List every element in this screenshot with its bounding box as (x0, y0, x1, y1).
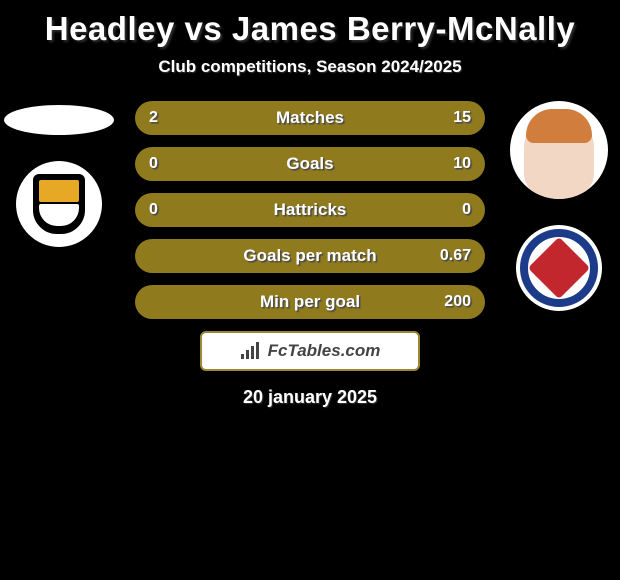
stat-row: Min per goal 200 (135, 285, 485, 319)
stat-row: 0 Hattricks 0 (135, 193, 485, 227)
stat-right-value: 0.67 (440, 247, 471, 265)
stat-label: Hattricks (135, 200, 485, 220)
stat-label: Goals per match (135, 246, 485, 266)
brand-badge[interactable]: FcTables.com (200, 331, 420, 371)
stat-right-value: 15 (453, 109, 471, 127)
stats-bars: 2 Matches 15 0 Goals 10 0 Hattricks 0 Go… (135, 101, 485, 319)
chesterfield-badge-icon (520, 229, 598, 307)
stat-right-value: 200 (444, 293, 471, 311)
stat-label: Goals (135, 154, 485, 174)
stat-row: 0 Goals 10 (135, 147, 485, 181)
page-title: Headley vs James Berry-McNally (0, 0, 620, 53)
left-club-badge (16, 161, 102, 247)
title-player2: James Berry-McNally (232, 10, 575, 47)
date-text: 20 january 2025 (0, 387, 620, 408)
left-player-column (4, 101, 114, 247)
stat-left-value: 0 (149, 155, 158, 173)
port-vale-shield-icon (33, 174, 85, 234)
right-player-avatar (510, 101, 608, 199)
right-club-badge (516, 225, 602, 311)
stat-row: Goals per match 0.67 (135, 239, 485, 273)
subtitle: Club competitions, Season 2024/2025 (0, 57, 620, 77)
title-vs: vs (185, 10, 223, 47)
chart-icon (240, 342, 262, 360)
stat-right-value: 0 (462, 201, 471, 219)
comparison-card: Headley vs James Berry-McNally Club comp… (0, 0, 620, 408)
title-player1: Headley (45, 10, 175, 47)
right-player-column (504, 101, 614, 311)
face-icon (524, 113, 594, 199)
stat-left-value: 0 (149, 201, 158, 219)
brand-text: FcTables.com (268, 341, 381, 361)
stat-left-value: 2 (149, 109, 158, 127)
stat-row: 2 Matches 15 (135, 101, 485, 135)
stat-label: Matches (135, 108, 485, 128)
content-area: 2 Matches 15 0 Goals 10 0 Hattricks 0 Go… (0, 101, 620, 408)
stat-label: Min per goal (135, 292, 485, 312)
stat-right-value: 10 (453, 155, 471, 173)
left-player-avatar (4, 105, 114, 135)
